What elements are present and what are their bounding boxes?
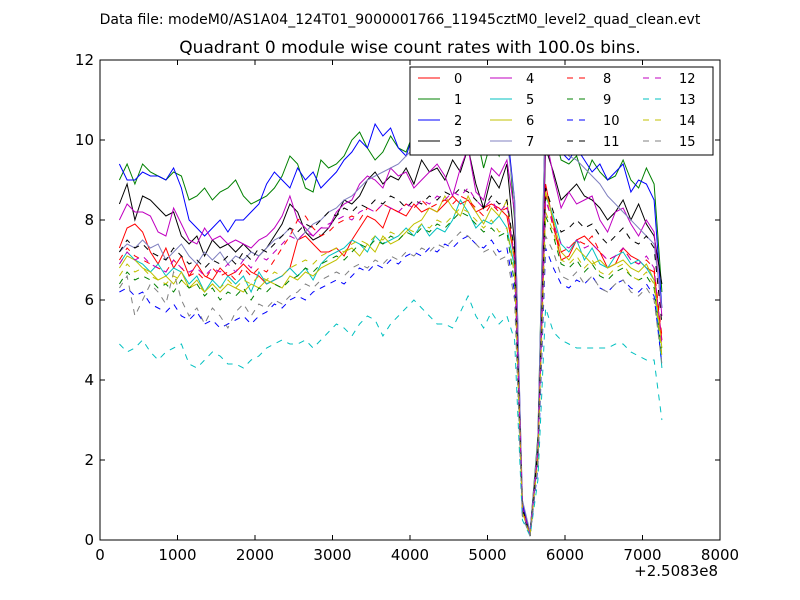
series-line-9 bbox=[118, 211, 663, 537]
x-tick-label: 5000 bbox=[468, 546, 506, 564]
x-tick-label: 3000 bbox=[313, 546, 351, 564]
y-tick-label: 2 bbox=[84, 451, 94, 469]
series-line-15 bbox=[118, 231, 663, 537]
series-line-10 bbox=[119, 235, 663, 537]
series-line-8 bbox=[118, 195, 663, 537]
legend-label-4: 4 bbox=[526, 72, 534, 87]
series-line-13 bbox=[119, 294, 663, 538]
tick-layer: 0 1000 2000 3000 4000 5000 6000 7000 80000246810… bbox=[75, 51, 739, 564]
y-tick-label: 6 bbox=[84, 291, 94, 309]
legend-label-7: 7 bbox=[526, 135, 534, 150]
legend-frame bbox=[409, 66, 714, 156]
legend-label-3: 3 bbox=[454, 135, 462, 150]
x-tick-label: 2000 bbox=[236, 546, 274, 564]
series-line-12 bbox=[118, 187, 663, 537]
y-tick-label: 8 bbox=[84, 211, 94, 229]
y-tick-label: 0 bbox=[84, 531, 94, 549]
x-tick-label: 4000 bbox=[391, 546, 429, 564]
chart-title: Quadrant 0 module wise count rates with … bbox=[179, 38, 640, 58]
legend-label-13: 13 bbox=[679, 93, 696, 108]
figure-suptitle: Data file: modeM0/AS1A04_124T01_90000017… bbox=[100, 12, 701, 28]
series-layer bbox=[118, 99, 663, 538]
series-line-3 bbox=[118, 146, 663, 537]
legend-label-11: 11 bbox=[603, 135, 620, 150]
y-tick-label: 12 bbox=[75, 51, 94, 69]
x-offset-label: +2.5083e8 bbox=[634, 562, 718, 580]
series-line-5 bbox=[118, 195, 663, 537]
series-line-11 bbox=[118, 187, 663, 537]
legend-label-0: 0 bbox=[454, 72, 462, 87]
legend-label-1: 1 bbox=[454, 93, 462, 108]
x-tick-label: 0 bbox=[95, 546, 105, 564]
legend-label-8: 8 bbox=[603, 72, 611, 87]
y-tick-label: 10 bbox=[75, 131, 94, 149]
x-tick-label: 6000 bbox=[546, 546, 584, 564]
plot-area: 0 1000 2000 3000 4000 5000 6000 7000 80000246810… bbox=[75, 51, 739, 564]
y-tick-label: 4 bbox=[84, 371, 94, 389]
series-line-7 bbox=[119, 99, 663, 533]
series-line-2 bbox=[118, 102, 663, 533]
legend-label-12: 12 bbox=[679, 72, 696, 87]
x-tick-label: 1000 bbox=[158, 546, 196, 564]
legend-label-5: 5 bbox=[526, 93, 534, 108]
series-line-14 bbox=[118, 207, 663, 537]
legend-label-9: 9 bbox=[603, 93, 611, 108]
x-tick-label: 7000 bbox=[623, 546, 661, 564]
series-line-1 bbox=[118, 99, 663, 533]
legend-label-10: 10 bbox=[603, 114, 620, 129]
legend-label-15: 15 bbox=[679, 135, 696, 150]
legend-label-2: 2 bbox=[454, 114, 462, 129]
x-tick-label: 8000 bbox=[701, 546, 739, 564]
legend-label-6: 6 bbox=[526, 114, 534, 129]
legend-label-14: 14 bbox=[679, 114, 696, 129]
